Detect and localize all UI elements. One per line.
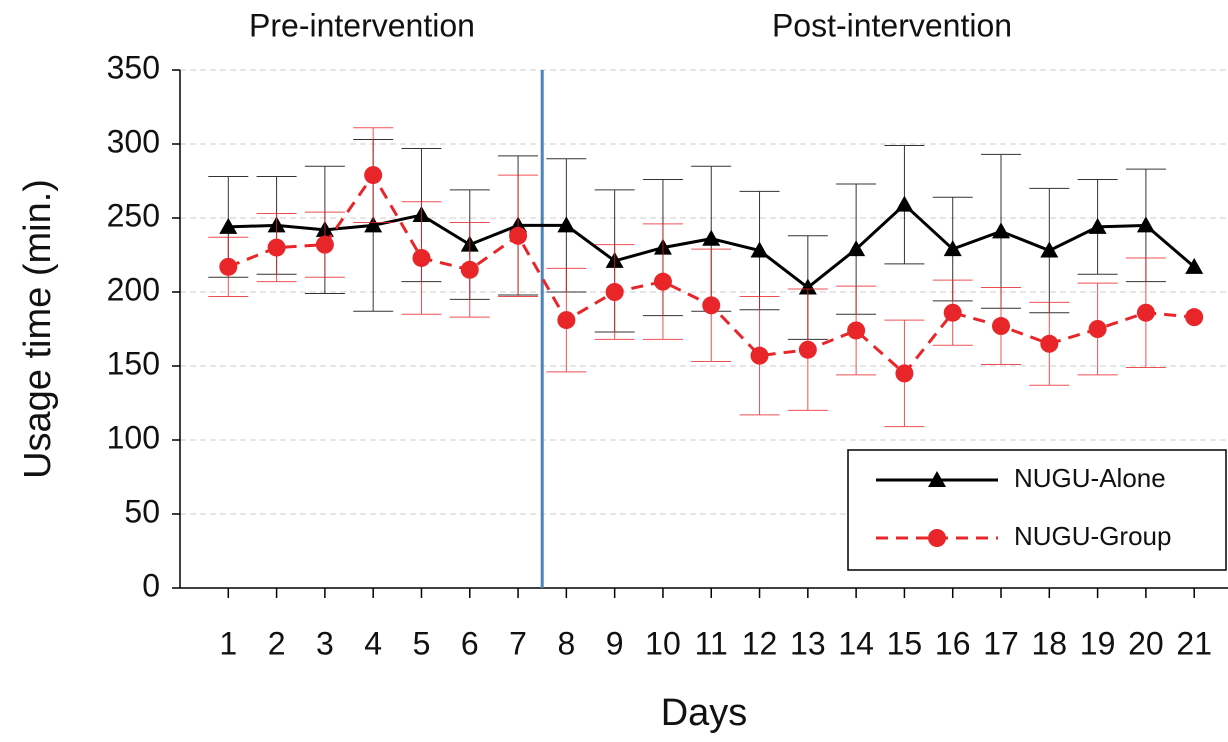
- marker: [460, 260, 479, 279]
- x-tick-label: 19: [1080, 625, 1116, 661]
- legend-marker: [928, 529, 946, 547]
- x-tick-label: 15: [887, 625, 923, 661]
- marker: [1136, 216, 1155, 233]
- marker: [605, 283, 624, 301]
- marker: [992, 317, 1011, 336]
- x-tick-label: 11: [695, 625, 728, 661]
- marker: [847, 321, 866, 340]
- marker: [895, 195, 914, 212]
- x-tick-label: 1: [219, 625, 237, 661]
- x-tick-label: 14: [838, 625, 874, 661]
- annotation: Pre-intervention: [249, 7, 475, 43]
- marker: [847, 240, 866, 257]
- x-tick-label: 13: [790, 625, 826, 661]
- x-tick-label: 21: [1176, 625, 1212, 661]
- x-tick-label: 9: [606, 625, 624, 661]
- legend-label: NUGU-Alone: [1014, 463, 1166, 493]
- y-axis-label: Usage time (min.): [17, 179, 59, 479]
- x-tick-label: 6: [461, 625, 479, 661]
- y-tick-label: 0: [142, 567, 160, 603]
- x-tick-label: 20: [1128, 625, 1164, 661]
- x-tick-label: 17: [983, 625, 1019, 661]
- marker: [557, 311, 576, 330]
- x-tick-label: 3: [316, 625, 334, 661]
- marker: [1185, 308, 1204, 327]
- marker: [1088, 320, 1107, 338]
- legend-box: [847, 449, 1227, 571]
- x-axis-label: Days: [661, 692, 748, 734]
- marker: [315, 235, 334, 254]
- marker: [798, 340, 817, 359]
- marker: [798, 278, 817, 295]
- legend-marker: [928, 471, 946, 487]
- marker: [219, 217, 238, 234]
- marker: [702, 229, 721, 246]
- y-tick-label: 50: [124, 493, 160, 529]
- marker: [1040, 334, 1059, 353]
- x-tick-label: 5: [413, 625, 431, 661]
- x-tick-label: 4: [364, 625, 382, 661]
- y-tick-label: 100: [107, 419, 160, 455]
- x-tick-label: 2: [268, 625, 286, 661]
- marker: [653, 272, 672, 291]
- x-tick-label: 18: [1032, 625, 1068, 661]
- marker: [992, 222, 1011, 239]
- x-tick-label: 10: [645, 625, 681, 661]
- marker: [1136, 303, 1155, 322]
- marker: [750, 241, 769, 258]
- x-tick-label: 12: [742, 625, 778, 661]
- marker: [1040, 241, 1059, 258]
- y-tick-label: 200: [107, 271, 160, 307]
- marker: [219, 257, 238, 276]
- marker: [509, 226, 528, 245]
- x-tick-label: 8: [557, 625, 575, 661]
- y-tick-label: 150: [107, 345, 160, 381]
- marker: [364, 216, 383, 233]
- y-tick-label: 300: [107, 123, 160, 159]
- marker: [1088, 217, 1107, 234]
- marker: [702, 296, 721, 315]
- marker: [557, 216, 576, 233]
- y-tick-label: 350: [107, 49, 160, 85]
- y-tick-label: 250: [107, 197, 160, 233]
- x-tick-label: 7: [509, 625, 527, 661]
- marker: [267, 238, 286, 257]
- marker: [750, 346, 769, 365]
- marker: [943, 240, 962, 257]
- annotation: Post-intervention: [772, 7, 1012, 43]
- x-tick-label: 16: [935, 625, 971, 661]
- legend-label: NUGU-Group: [1014, 521, 1171, 551]
- marker: [412, 248, 431, 267]
- marker: [895, 364, 914, 383]
- marker: [943, 303, 962, 322]
- marker: [1185, 257, 1204, 274]
- marker: [364, 166, 383, 185]
